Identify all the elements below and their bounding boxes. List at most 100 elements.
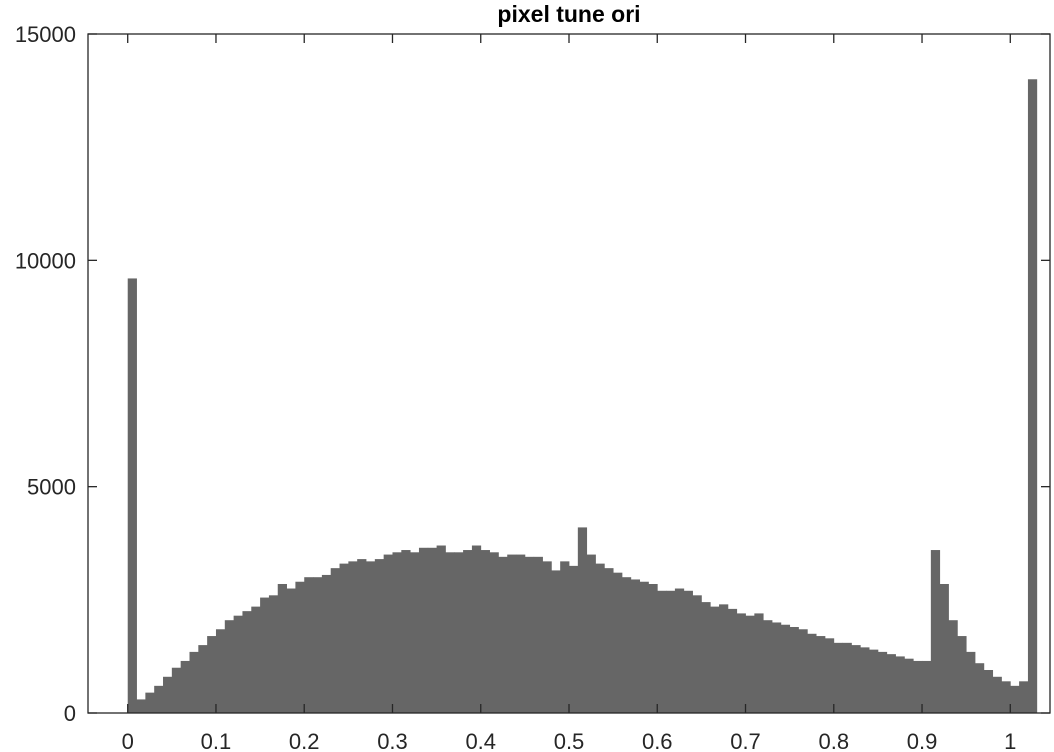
y-tick-label: 0 [64,701,76,726]
histogram-bar [277,583,287,713]
histogram-bar [736,613,746,713]
histogram-bar [842,642,852,713]
histogram-bar [445,552,455,713]
histogram-bar [233,615,243,713]
histogram-bar [754,613,764,713]
histogram-bar [180,660,190,713]
histogram-bar [127,278,137,713]
histogram-bar [569,565,579,713]
chart-title: pixel tune ori [497,1,640,27]
histogram-bar [533,556,543,713]
histogram-bar [613,572,623,713]
histogram-bar [886,654,896,713]
x-tick-label: 0 [122,729,134,752]
x-tick-label: 1 [1004,729,1016,752]
histogram-bar [939,583,949,713]
x-tick-label: 0.3 [377,729,408,752]
histogram-bar [516,554,526,713]
histogram-bar [789,626,799,713]
histogram-bar [321,574,332,713]
histogram-bar [268,595,279,713]
histogram-bar [930,550,941,713]
histogram-bar [1019,681,1029,713]
histogram-bar [877,651,888,713]
histogram-bar [507,554,517,713]
histogram-bar [869,649,879,713]
x-tick-label: 0.7 [730,729,761,752]
histogram-bar [860,647,870,713]
histogram-bar [833,642,843,713]
histogram-bar [577,527,588,713]
histogram-bar [816,636,826,713]
histogram-bar [957,636,967,713]
histogram-bar [348,561,358,713]
histogram-bar [463,550,473,713]
histogram-bar [595,563,605,713]
histogram-bar [524,556,535,713]
histogram-bar [904,658,914,713]
histogram-bar [710,606,720,713]
histogram-bar [383,554,393,713]
histogram-bar [974,663,985,713]
histogram-bar [683,590,693,713]
histogram-bar [480,550,490,713]
histogram-bar [630,579,641,713]
histogram-bar [948,620,958,713]
histogram-bar [436,545,446,713]
histogram-bar [771,622,782,713]
histogram-bar [798,629,808,713]
histogram-bar [763,620,773,713]
histogram-bar [701,602,711,713]
y-tick-label: 10000 [15,248,76,273]
histogram-bar [489,552,499,713]
histogram-bar [824,638,835,713]
histogram-bar [163,676,173,713]
histogram-bar [719,604,729,713]
histogram-bar [189,651,199,713]
histogram-bar [560,561,570,713]
histogram-bar [922,660,932,713]
histogram-bar [251,606,261,713]
histogram-bar [215,629,226,713]
histogram-bar [224,620,235,713]
x-tick-label: 0.9 [907,729,938,752]
histogram-bar [648,583,658,713]
histogram-bar [639,581,649,713]
histogram-bar [207,636,217,713]
x-tick-label: 0.5 [554,729,585,752]
histogram-bar [454,552,464,713]
histogram-bar [145,692,155,713]
histogram-bar [392,552,402,713]
histogram-bar [807,633,817,713]
histogram-bar [727,608,738,713]
histogram-bar [154,685,164,713]
x-tick-label: 0.6 [642,729,673,752]
histogram-bar [657,590,667,713]
histogram-bar [427,547,438,713]
histogram-bar [542,561,552,713]
histogram-bar [851,645,861,713]
histogram-bar [366,561,376,713]
histogram-bar [966,651,976,713]
x-tick-label: 0.1 [201,729,232,752]
histogram-bar [1001,681,1011,713]
y-tick-label: 5000 [27,475,76,500]
histogram-bar [410,552,420,713]
x-tick-label: 0.8 [818,729,849,752]
histogram-bar [374,559,385,713]
y-tick-label: 15000 [15,22,76,47]
histogram-bar [339,563,349,713]
y-axis-ticks: 0 5000 10000 15000 [15,22,1050,726]
histogram-bar [692,595,702,713]
histogram-bar [357,559,367,713]
histogram-bar [330,568,340,713]
histogram-bars [127,79,1038,713]
histogram-bar [1010,685,1020,713]
histogram-bar [136,699,146,713]
histogram-bar [666,590,676,713]
histogram-bar [604,568,614,713]
histogram-bar [1027,79,1038,713]
histogram-bar [260,597,270,713]
x-axis-ticks: 0 0.1 0.2 0.3 0.4 0.5 0.6 0.7 0.8 0.9 1 [122,34,1016,752]
